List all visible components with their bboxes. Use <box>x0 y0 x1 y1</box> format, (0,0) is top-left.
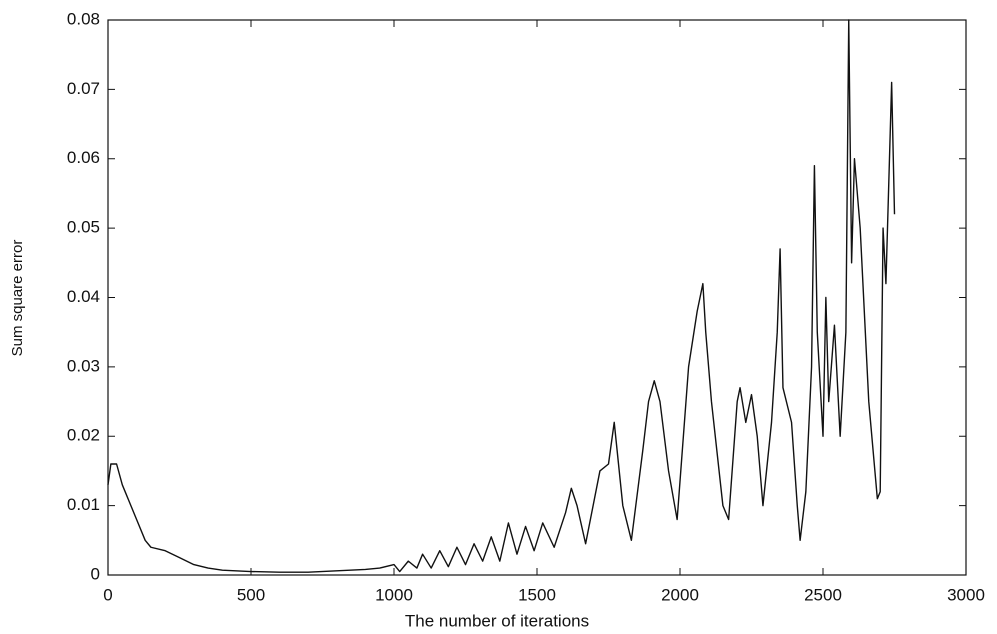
x-tick-label: 2500 <box>804 585 842 604</box>
x-tick-label: 1000 <box>375 585 413 604</box>
y-axis-label: Sum square error <box>9 240 26 357</box>
y-tick-label: 0.02 <box>67 426 100 445</box>
plot-frame <box>107 19 967 576</box>
x-tick-label: 500 <box>237 585 265 604</box>
y-tick-label: 0.03 <box>67 356 100 375</box>
x-tick-label: 1500 <box>518 585 556 604</box>
y-tick-label: 0.05 <box>67 218 100 237</box>
y-tick-label: 0.07 <box>67 79 100 98</box>
x-tick-label: 3000 <box>947 585 985 604</box>
data-line <box>107 19 896 573</box>
y-tick-label: 0.08 <box>67 9 100 28</box>
y-tick-label: 0.01 <box>67 495 100 514</box>
y-tick-label: 0 <box>91 564 100 583</box>
x-tick-label: 2000 <box>661 585 699 604</box>
x-axis-label: The number of iterations <box>405 611 589 630</box>
y-tick-label: 0.04 <box>67 287 100 306</box>
x-tick-label: 0 <box>103 585 112 604</box>
y-tick-label: 0.06 <box>67 148 100 167</box>
